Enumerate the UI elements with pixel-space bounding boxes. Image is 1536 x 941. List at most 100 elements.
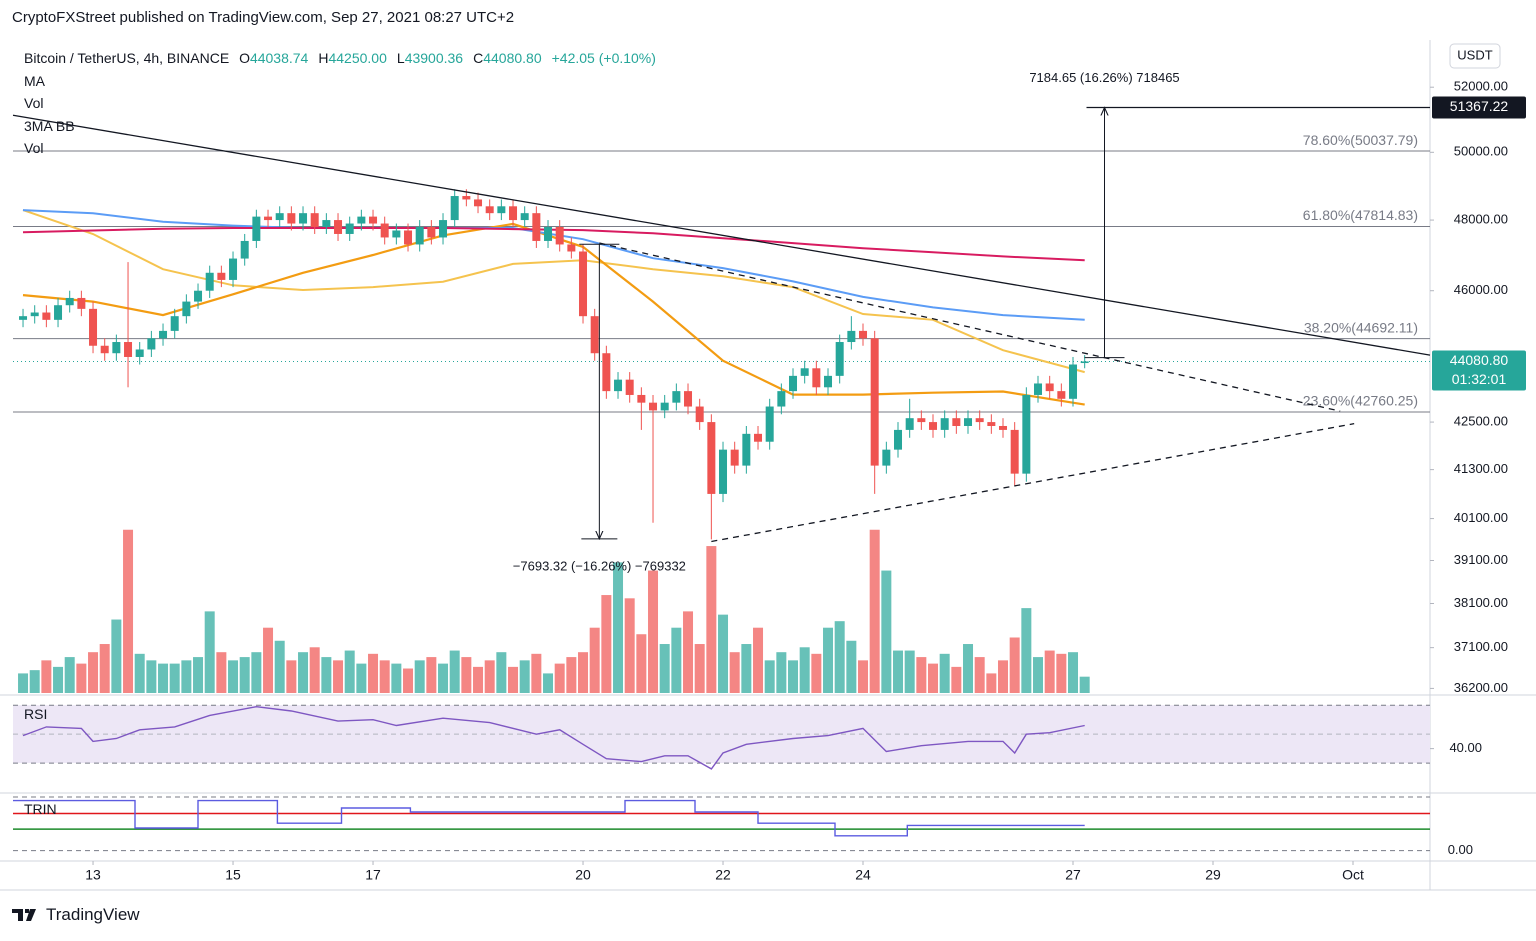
volume-bar xyxy=(309,647,320,693)
target-box xyxy=(1432,96,1526,119)
candle-body xyxy=(1069,364,1078,399)
volume-bar xyxy=(368,653,379,693)
legend-row: Bitcoin / TetherUS, 4h, BINANCE O44038.7… xyxy=(24,47,662,70)
volume-bar xyxy=(228,660,239,693)
candle-body xyxy=(789,375,798,392)
volume-bar xyxy=(729,652,740,693)
candle-body xyxy=(672,391,681,403)
candle-body xyxy=(1034,383,1043,395)
volume-bar xyxy=(776,652,787,693)
volume-bar xyxy=(869,529,880,693)
volume-bar xyxy=(554,663,565,693)
candle-body xyxy=(42,312,51,320)
candle-body xyxy=(240,240,249,259)
indicator-label[interactable]: Vol xyxy=(24,140,44,157)
candle-body xyxy=(824,375,833,388)
candle-body xyxy=(462,196,471,200)
candle-body xyxy=(940,418,949,430)
candle-body xyxy=(345,223,354,234)
candle-body xyxy=(30,312,39,317)
volume-bar xyxy=(88,652,99,693)
fib-label: 78.60%(50037.79) xyxy=(1303,132,1418,148)
ohlc-item: L43900.36 xyxy=(397,50,469,66)
volume-bar xyxy=(624,598,635,693)
trin-line xyxy=(13,799,1085,837)
candle-body xyxy=(450,196,459,221)
candle-body xyxy=(625,379,634,395)
candle-body xyxy=(509,206,518,221)
candle-body xyxy=(964,418,973,426)
volume-bar xyxy=(951,666,962,693)
volume-bar xyxy=(169,663,180,693)
target-label: 51367.22 xyxy=(1450,98,1509,114)
x-tick-label: 27 xyxy=(1065,867,1081,883)
fib-label: 61.80%(47814.83) xyxy=(1303,207,1418,223)
volume-bar xyxy=(344,650,355,693)
currency: USDT xyxy=(1457,47,1492,62)
y-tick-label: 40100.00 xyxy=(1454,510,1508,525)
candle-body xyxy=(847,330,856,343)
candle-body xyxy=(695,406,704,423)
candle-body xyxy=(859,330,868,339)
indicator-label[interactable]: Vol xyxy=(24,95,44,112)
candle-body xyxy=(917,418,926,423)
y-tick-label: 50000.00 xyxy=(1454,144,1508,159)
y-tick-label: 37100.00 xyxy=(1454,639,1508,654)
volume-bar xyxy=(543,673,554,693)
y-tick-label: 41300.00 xyxy=(1454,461,1508,476)
volume-bar xyxy=(578,652,589,693)
candle-body xyxy=(520,213,529,221)
volume-bar xyxy=(741,644,752,693)
candle-body xyxy=(334,220,343,234)
ohlc-value: 44250.00 xyxy=(328,50,387,66)
candle-body xyxy=(1022,394,1031,474)
volume-bar xyxy=(659,644,670,693)
y-tick-label: 48000.00 xyxy=(1454,212,1508,227)
x-tick-label: 22 xyxy=(715,867,731,883)
trendline xyxy=(12,114,1431,356)
indicator-label[interactable]: MA xyxy=(24,72,45,89)
volume-bar xyxy=(134,653,145,693)
candle-body xyxy=(427,227,436,238)
currency-box[interactable] xyxy=(1449,43,1501,69)
candle-body xyxy=(602,353,611,392)
candle-body xyxy=(975,418,984,423)
volume-bar xyxy=(123,529,134,693)
ohlc-item: C44080.80 xyxy=(473,50,548,66)
candle-body xyxy=(742,433,751,466)
volume-bar xyxy=(648,570,659,693)
candle-body xyxy=(882,449,891,466)
candle-body xyxy=(77,297,86,309)
candle-body xyxy=(170,316,179,331)
volume-bar xyxy=(916,657,927,693)
legend: Bitcoin / TetherUS, 4h, BINANCE O44038.7… xyxy=(24,47,662,160)
volume-bar xyxy=(881,570,892,693)
volume-bar xyxy=(41,660,52,693)
volume-bar xyxy=(64,657,75,693)
volume-bar xyxy=(811,653,822,693)
candle-body xyxy=(894,429,903,450)
candle-body xyxy=(637,394,646,403)
x-tick-label: 17 xyxy=(365,867,381,883)
volume-bar xyxy=(298,652,309,693)
indicator-label[interactable]: 3MA BB xyxy=(24,117,75,134)
candle-body xyxy=(660,402,669,411)
volume-bar xyxy=(29,670,40,693)
volume-bar xyxy=(846,640,857,693)
volume-bar xyxy=(519,660,530,693)
candle-body xyxy=(812,368,821,388)
ohlc-value: 43900.36 xyxy=(404,50,464,66)
volume-bar xyxy=(753,627,764,693)
candle-body xyxy=(800,368,809,376)
moving-average xyxy=(22,227,1085,262)
volume-bar xyxy=(356,663,367,693)
volume-bar xyxy=(589,627,600,693)
volume-bar xyxy=(111,619,122,693)
candle-body xyxy=(205,272,214,291)
y-tick-label: 52000.00 xyxy=(1454,79,1508,94)
candle-body xyxy=(54,305,63,320)
footer: TradingView xyxy=(12,905,140,925)
volume-bar xyxy=(939,653,950,693)
y-tick-label: 36200.00 xyxy=(1454,680,1508,695)
